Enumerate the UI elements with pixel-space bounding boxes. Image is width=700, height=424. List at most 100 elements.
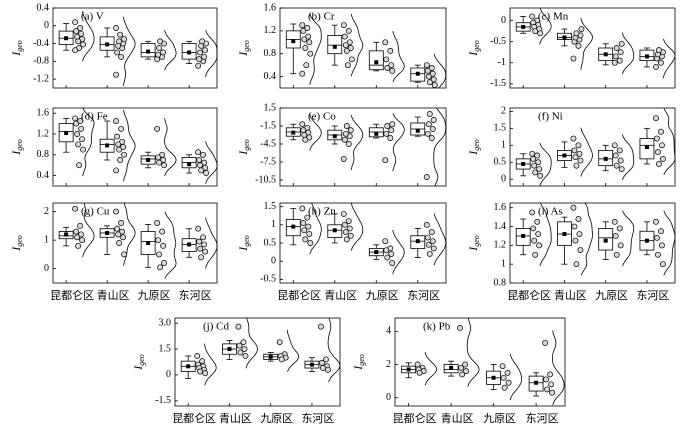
y-axis-label-main: I	[466, 150, 480, 156]
data-point	[504, 369, 511, 376]
data-point	[195, 225, 202, 232]
data-point	[195, 149, 202, 156]
data-point	[535, 231, 542, 238]
data-point	[113, 118, 120, 124]
density-curve	[622, 210, 635, 267]
data-point	[72, 19, 79, 26]
data-point	[194, 353, 201, 359]
y-tick-label: 0.4	[37, 170, 50, 181]
data-point	[345, 218, 352, 225]
density-curve	[350, 202, 364, 251]
data-point	[428, 229, 435, 236]
data-point	[121, 36, 128, 43]
data-point	[658, 128, 664, 135]
y-tick-label: 0.5	[264, 237, 277, 248]
data-point	[197, 245, 204, 252]
y-tick-label: 1	[271, 219, 276, 230]
data-point	[342, 229, 349, 236]
data-point	[382, 238, 389, 245]
data-point	[577, 157, 584, 164]
mean-marker	[105, 42, 110, 47]
y-tick-label: -0.5	[260, 274, 276, 285]
data-point	[200, 234, 207, 241]
y-axis-label-main: I	[351, 365, 365, 371]
data-point	[529, 150, 536, 157]
mean-marker	[415, 128, 420, 133]
density-curve	[309, 113, 322, 151]
data-point	[155, 237, 162, 244]
data-point	[117, 31, 124, 38]
data-point	[425, 241, 432, 248]
data-point	[196, 238, 203, 245]
data-point	[618, 40, 625, 47]
data-point	[501, 384, 508, 391]
data-point	[121, 151, 128, 158]
data-point	[155, 154, 162, 161]
data-point	[116, 240, 123, 246]
mean-marker	[562, 35, 567, 40]
plot-frame	[279, 7, 447, 89]
data-point	[616, 57, 623, 64]
box	[327, 35, 343, 55]
panel: (g) Cu Igeo 2 1 0 昆都仑区 青山区 九原区 东河区	[9, 202, 218, 302]
data-point	[302, 136, 309, 143]
panel-title: (g) Cu	[81, 206, 110, 218]
y-axis-label: Igeo	[236, 139, 251, 156]
data-point	[383, 56, 390, 63]
panel-title: (k) Pb	[423, 321, 451, 333]
y-axis-label-sub: geo	[357, 354, 366, 366]
mean-marker	[64, 36, 69, 41]
x-tick-label: 昆都仑区	[277, 288, 321, 302]
data-point	[578, 26, 585, 33]
data-point	[389, 67, 396, 74]
mean-marker	[449, 365, 454, 370]
mean-marker	[603, 156, 608, 161]
x-tick-label: 东河区	[526, 412, 559, 424]
density-curve	[164, 211, 177, 279]
y-axis-label-sub: geo	[472, 40, 481, 52]
data-point	[196, 157, 203, 163]
data-point	[429, 238, 436, 245]
data-point	[197, 368, 204, 375]
data-point	[382, 157, 389, 164]
data-point	[114, 49, 121, 56]
y-tick-label: -0.4	[33, 38, 49, 49]
density-curve	[164, 30, 177, 71]
y-tick-label: 1.2	[37, 128, 50, 139]
y-tick-label: 2	[44, 206, 49, 217]
data-point	[426, 79, 433, 86]
data-point	[429, 126, 436, 132]
panel: (b) Cr Igeo 1.6 1.2 0.8 0.4	[236, 2, 447, 89]
y-tick-label: -7.5	[260, 156, 276, 167]
x-tick-label: 九原区	[366, 289, 399, 302]
panel-title: (f) Ni	[538, 111, 563, 123]
mean-marker	[105, 143, 110, 148]
y-tick-label: 1.2	[494, 240, 507, 251]
data-point	[115, 231, 122, 238]
data-point	[75, 141, 82, 148]
mean-marker	[332, 44, 337, 49]
mean-marker	[186, 364, 191, 369]
density-curve	[663, 107, 676, 176]
data-point	[195, 62, 202, 69]
y-tick-label: 0	[386, 392, 391, 403]
mean-marker	[332, 134, 337, 139]
data-point	[75, 38, 82, 45]
data-point	[463, 368, 470, 375]
y-tick-label: 0	[166, 369, 171, 380]
mean-marker	[227, 347, 232, 352]
data-point	[116, 146, 123, 153]
data-point	[658, 59, 664, 66]
data-point	[75, 242, 82, 249]
y-axis-label: Igeo	[466, 40, 481, 57]
data-point	[200, 151, 207, 158]
y-axis-label-sub: geo	[242, 235, 251, 247]
data-point	[572, 237, 579, 244]
data-point	[389, 260, 396, 266]
data-point	[430, 245, 437, 252]
density-curve	[433, 107, 447, 187]
y-tick-label: 0	[271, 255, 276, 266]
density-curve	[580, 17, 593, 70]
data-point	[548, 381, 555, 388]
data-point	[414, 361, 421, 368]
